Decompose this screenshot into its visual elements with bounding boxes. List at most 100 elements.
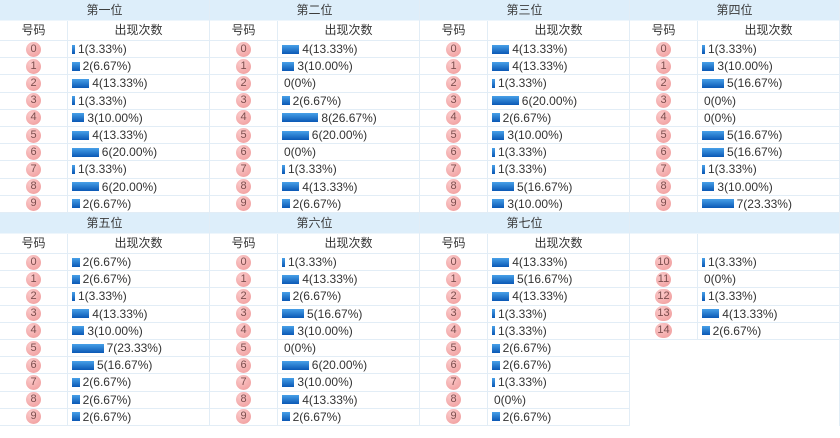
frequency-bar	[702, 326, 710, 336]
table-row: 1 5(16.67%)	[420, 271, 629, 289]
frequency-value: 2(6.67%)	[502, 409, 552, 424]
table-row: 6 6(20.00%)	[0, 144, 209, 162]
number-cell: 0	[420, 41, 488, 58]
number-cell: 8	[0, 391, 68, 408]
frequency-value: 3(10.00%)	[87, 323, 143, 338]
frequency-value: 4(13.33%)	[302, 42, 358, 57]
table-row: 2 5(16.67%)	[630, 75, 839, 93]
frequency-bar	[492, 326, 495, 336]
frequency-value: 4(13.33%)	[512, 255, 568, 270]
column-header-count: 出现次数	[534, 236, 583, 250]
count-cell: 6(20.00%)	[278, 127, 419, 143]
number-cell: 7	[0, 374, 68, 391]
number-cell: 9	[420, 408, 488, 425]
frequency-bar	[492, 199, 505, 209]
frequency-bar	[702, 147, 724, 157]
count-cell: 4(13.33%)	[488, 288, 629, 304]
number-cell: 6	[0, 144, 68, 161]
number-cell: 3	[0, 305, 68, 322]
column-header-number	[630, 234, 698, 253]
count-cell: 1(3.33%)	[488, 323, 629, 339]
number-cell: 2	[0, 288, 68, 305]
frequency-bar	[72, 130, 90, 140]
table-row: 14 2(6.67%)	[630, 322, 839, 340]
frequency-bar	[492, 78, 495, 88]
number-badge: 7	[446, 374, 461, 390]
table-header-row: 号码 出现次数	[420, 21, 629, 41]
number-badge: 13	[655, 306, 672, 322]
number-badge: 1	[236, 58, 251, 74]
table-row: 10 1(3.33%)	[630, 254, 839, 272]
frequency-value: 6(20.00%)	[521, 93, 578, 108]
number-cell: 7	[420, 374, 488, 391]
number-cell: 12	[630, 288, 698, 305]
number-badge: 8	[26, 179, 41, 195]
table-row: 8 3(10.00%)	[630, 178, 839, 196]
count-cell: 3(10.00%)	[278, 374, 419, 390]
number-badge: 2	[26, 288, 41, 304]
frequency-value: 2(6.67%)	[82, 255, 132, 270]
number-badge: 8	[236, 392, 251, 408]
count-cell: 1(3.33%)	[68, 288, 209, 304]
frequency-value: 0(0%)	[704, 110, 737, 125]
frequency-bar	[492, 343, 500, 353]
number-cell: 5	[0, 339, 68, 357]
number-badge: 3	[26, 93, 41, 109]
count-cell: 2(6.67%)	[278, 409, 419, 425]
number-badge: 8	[26, 392, 41, 408]
count-cell: 1(3.33%)	[278, 161, 419, 177]
frequency-bar	[72, 309, 90, 319]
frequency-value: 1(3.33%)	[708, 162, 757, 177]
frequency-value: 1(3.33%)	[498, 76, 547, 91]
number-cell: 5	[630, 126, 698, 144]
number-cell: 1	[0, 271, 68, 288]
table-row: 9 7(23.33%)	[630, 195, 839, 213]
frequency-value: 2(6.67%)	[82, 196, 132, 211]
table-row: 2 1(3.33%)	[0, 288, 209, 306]
number-badge: 9	[446, 409, 461, 425]
number-badge: 11	[655, 271, 672, 287]
number-badge: 4	[26, 110, 41, 126]
count-cell: 5(16.67%)	[698, 75, 839, 91]
frequency-bar	[702, 309, 720, 319]
table-header-row: 号码 出现次数	[210, 21, 419, 41]
count-cell: 5(16.67%)	[698, 127, 839, 143]
number-cell: 2	[630, 75, 698, 92]
count-cell: 2(6.67%)	[68, 196, 209, 212]
frequency-bar	[492, 257, 510, 267]
position-panel: 第二位 号码 出现次数 0 4(13.33%) 1 3(10.00%) 2 0(0%) 3 2(6.…	[210, 0, 420, 213]
frequency-bar	[492, 130, 505, 140]
count-cell: 0(0%)	[278, 75, 419, 91]
table-row: 1 4(13.33%)	[420, 58, 629, 76]
number-cell: 6	[210, 144, 278, 161]
count-cell: 2(6.67%)	[68, 58, 209, 74]
frequency-bar	[282, 113, 319, 123]
frequency-bar	[72, 44, 75, 54]
number-cell: 5	[210, 126, 278, 144]
panel-title: 第一位	[0, 0, 209, 21]
number-cell: 6	[630, 144, 698, 161]
count-cell: 2(6.67%)	[698, 323, 839, 339]
table-row: 6 5(16.67%)	[630, 144, 839, 162]
frequency-value: 5(16.67%)	[727, 145, 783, 160]
frequency-bar	[282, 309, 304, 319]
number-badge: 1	[26, 58, 41, 74]
number-cell: 7	[630, 161, 698, 178]
count-cell: 3(10.00%)	[698, 58, 839, 74]
frequency-bar	[72, 343, 104, 353]
number-badge: 9	[236, 196, 251, 212]
frequency-bar	[72, 164, 75, 174]
count-cell: 5(16.67%)	[488, 271, 629, 287]
count-cell: 0(0%)	[698, 93, 839, 109]
frequency-value: 4(13.33%)	[512, 59, 568, 74]
frequency-value: 2(6.67%)	[502, 110, 552, 125]
number-cell: 5	[420, 126, 488, 144]
table-row: 5 5(16.67%)	[630, 126, 839, 145]
table-row: 7 1(3.33%)	[210, 161, 419, 179]
panel-title: 第三位	[420, 0, 629, 21]
frequency-bar	[282, 44, 300, 54]
number-badge: 1	[446, 271, 461, 287]
frequency-value: 3(10.00%)	[87, 110, 143, 125]
frequency-bar	[702, 78, 724, 88]
frequency-value: 1(3.33%)	[708, 42, 757, 57]
